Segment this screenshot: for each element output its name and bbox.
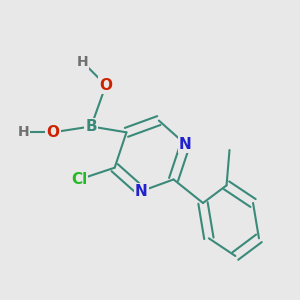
Text: H: H xyxy=(76,55,88,69)
Text: N: N xyxy=(135,184,148,199)
Text: O: O xyxy=(99,78,112,93)
Text: N: N xyxy=(179,136,192,152)
Text: B: B xyxy=(85,119,97,134)
Text: O: O xyxy=(46,125,59,140)
Text: Cl: Cl xyxy=(71,172,88,187)
Text: H: H xyxy=(18,125,29,139)
